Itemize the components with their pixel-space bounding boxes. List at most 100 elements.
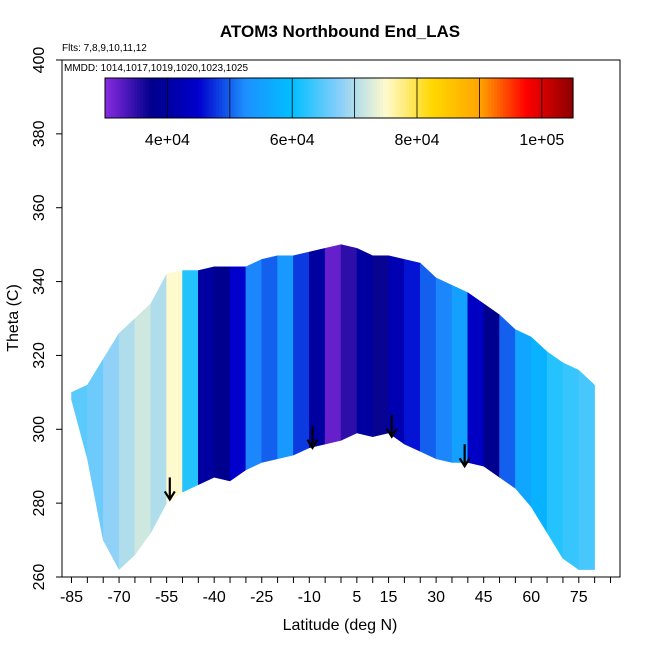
colorbar-swatch — [529, 78, 533, 118]
colorbar-swatch — [131, 78, 135, 118]
colorbar-swatch — [236, 78, 241, 118]
colorbar-swatch — [476, 78, 480, 118]
colorbar-swatch — [324, 78, 328, 118]
colorbar-swatch — [107, 78, 112, 118]
colorbar-swatch — [382, 78, 387, 118]
colorbar-tick-label: 8e+04 — [395, 132, 440, 149]
colorbar-swatch — [189, 78, 194, 118]
curtain-cell — [182, 270, 199, 493]
colorbar-swatch — [300, 78, 305, 118]
colorbar-swatch — [499, 78, 504, 118]
colorbar-swatch — [423, 78, 428, 118]
colorbar-swatch — [482, 78, 486, 118]
curtain-cell — [245, 259, 262, 471]
curtain-cell — [118, 317, 136, 571]
colorbar-swatch — [333, 78, 337, 118]
colorbar-swatch — [485, 78, 489, 118]
colorbar-swatch — [420, 78, 425, 118]
colorbar-swatch — [564, 78, 568, 118]
colorbar-swatch — [280, 78, 285, 118]
colorbar-swatch — [186, 78, 191, 118]
colorbar-swatch — [350, 78, 355, 118]
y-axis-label: Theta (C) — [5, 284, 22, 352]
y-tick-label: 340 — [31, 268, 48, 295]
colorbar-swatch — [552, 78, 557, 118]
curtain-cell — [372, 255, 389, 438]
colorbar-swatch — [262, 78, 267, 118]
colorbar-swatch — [151, 78, 156, 118]
y-tick-label: 260 — [31, 564, 48, 591]
colorbar-swatch — [353, 78, 358, 118]
colorbar-swatch — [233, 78, 238, 118]
colorbar-swatch — [312, 78, 317, 118]
arrow-layer — [163, 414, 471, 502]
colorbar-swatch — [479, 78, 483, 118]
colorbar-swatch — [207, 78, 211, 118]
curtain-cell — [229, 266, 247, 482]
colorbar-swatch — [450, 78, 454, 118]
colorbar-swatch — [134, 78, 138, 118]
colorbar-swatch — [502, 78, 507, 118]
colorbar-swatch — [298, 78, 302, 118]
x-tick-label: -10 — [298, 589, 321, 606]
colorbar-swatch — [198, 78, 203, 118]
colorbar-swatch — [286, 78, 290, 118]
x-tick-label: -70 — [108, 589, 131, 606]
colorbar-swatch — [119, 78, 124, 118]
colorbar-swatch — [128, 78, 132, 118]
colorbar-swatch — [532, 78, 536, 118]
colorbar-swatch — [365, 78, 369, 118]
colorbar-swatch — [377, 78, 381, 118]
colorbar-swatch — [344, 78, 349, 118]
colorbar-swatch — [546, 78, 551, 118]
curtain-cell — [530, 336, 548, 534]
colorbar-swatch — [166, 78, 170, 118]
colorbar-swatch — [555, 78, 559, 118]
curtain-cell — [150, 274, 167, 533]
y-tick-label: 380 — [31, 120, 48, 147]
tropopause-arrow — [458, 444, 471, 469]
curtain-cell — [309, 247, 326, 449]
colorbar-swatch — [394, 78, 399, 118]
colorbar-swatch — [359, 78, 363, 118]
colorbar-swatch — [458, 78, 463, 118]
colorbar-swatch — [224, 78, 229, 118]
colorbar-swatch — [204, 78, 208, 118]
colorbar-swatch — [339, 78, 343, 118]
colorbar-swatch — [160, 78, 165, 118]
colorbar-swatch — [347, 78, 352, 118]
colorbar-swatch — [494, 78, 498, 118]
colorbar-swatch — [444, 78, 448, 118]
y-tick-label: 400 — [31, 47, 48, 74]
colorbar-swatch — [362, 78, 366, 118]
colorbar-swatch — [371, 78, 375, 118]
colorbar-swatch — [245, 78, 249, 118]
curtain-cell — [324, 244, 342, 445]
colorbar-swatch — [315, 78, 320, 118]
curtain-cell — [198, 266, 215, 486]
colorbar-swatch — [467, 78, 472, 118]
colorbar-swatch — [321, 78, 325, 118]
colorbar-swatch — [265, 78, 270, 118]
x-tick-label: 30 — [427, 589, 445, 606]
colorbar-swatch — [181, 78, 185, 118]
colorbar-swatch — [534, 78, 539, 118]
colorbar-swatch — [143, 78, 147, 118]
colorbar-tick-label: 4e+04 — [145, 132, 190, 149]
colorbar-swatch — [175, 78, 179, 118]
colorbar-swatch — [239, 78, 244, 118]
colorbar-swatch — [192, 78, 197, 118]
colorbar-swatch — [429, 78, 434, 118]
colorbar-swatch — [561, 78, 565, 118]
chart-title: ATOM3 Northbound End_LAS — [220, 22, 460, 41]
colorbar-swatch — [432, 78, 437, 118]
curtain-cell — [420, 262, 437, 460]
colorbar-swatch — [526, 78, 530, 118]
tropopause-arrow — [163, 477, 176, 502]
y-tick-label: 360 — [31, 194, 48, 221]
colorbar-swatch — [303, 78, 308, 118]
colorbar-swatch — [514, 78, 519, 118]
colorbar-swatch — [488, 78, 492, 118]
colorbar-swatch — [473, 78, 478, 118]
